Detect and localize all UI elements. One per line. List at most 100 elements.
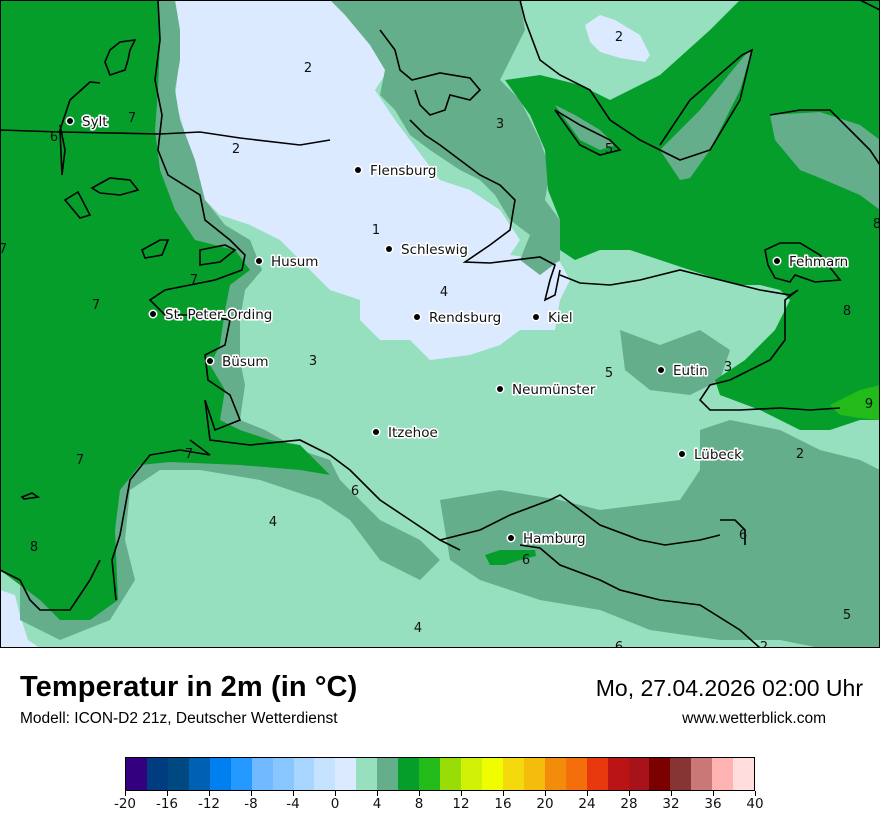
city-sylt: Sylt [65, 112, 109, 132]
region-4-6-danish-island [770, 112, 880, 210]
contour-label: 6 [351, 484, 359, 499]
colorbar-segment [272, 758, 294, 790]
colorbar-tick [460, 791, 462, 796]
contour-label: 7 [185, 447, 193, 462]
colorbar-segment [523, 758, 545, 790]
region-6-8-hamburg [485, 550, 536, 565]
colorbar-tick [124, 791, 126, 796]
region-8-10-east [830, 385, 880, 420]
city-hamburg: Hamburg [506, 529, 587, 549]
city-label: Itzehoe [388, 425, 438, 441]
city-kiel: Kiel [531, 308, 574, 328]
colorbar-tick-label: 32 [662, 796, 680, 812]
city-neumünster: Neumünster [495, 380, 597, 400]
colorbar-tick-label: 8 [414, 796, 424, 812]
city-lübeck: Lübeck [677, 445, 744, 465]
colorbar-tick-label: 0 [330, 796, 340, 812]
city-label: Rendsburg [429, 310, 501, 326]
forecast-datetime: Mo, 27.04.2026 02:00 Uhr [595, 675, 863, 701]
city-label: St. Peter-Ording [165, 307, 272, 323]
city-husum: Husum [254, 252, 320, 272]
city-label: Neumünster [512, 382, 596, 398]
region-6-8-northsea [0, 0, 330, 620]
colorbar-tick-label: 16 [494, 796, 512, 812]
city-label: Hamburg [523, 531, 586, 547]
city-label: Husum [271, 254, 318, 270]
contour-label: 3 [496, 117, 504, 132]
colorbar-segment [188, 758, 210, 790]
city-eutin: Eutin [656, 361, 709, 381]
contour-label: 6 [739, 528, 747, 543]
contour-label: 6 [615, 640, 623, 648]
city-büsum: Büsum [205, 352, 270, 372]
contour-label: 8 [873, 217, 880, 232]
chart-title: Temperatur in 2m (in °C) [20, 671, 358, 703]
colorbar-segment [209, 758, 231, 790]
colorbar-tick-label: 12 [452, 796, 470, 812]
colorbar-tick [208, 791, 210, 796]
contour-label: 2 [615, 30, 623, 45]
contour-label: 2 [232, 142, 240, 157]
colorbar-ticks: -20 -16 -12 -8 -4 0 4 8 12 16 20 24 28 32 36 40 [114, 791, 764, 821]
region-4-6-southeast [440, 420, 880, 648]
colorbar-tick [502, 791, 504, 796]
colorbar-tick-label: -16 [155, 796, 179, 812]
city-label: Fehmarn [789, 254, 848, 270]
colorbar-segment [251, 758, 273, 790]
contour-label: 7 [128, 111, 136, 126]
colorbar-segment [293, 758, 315, 790]
colorbar-segment [733, 758, 755, 790]
colorbar-tick-label: -4 [286, 796, 300, 812]
colorbar-tick-label: 20 [536, 796, 554, 812]
contour-label: 7 [0, 242, 7, 257]
colorbar-segment [691, 758, 713, 790]
contour-label: 6 [522, 553, 530, 568]
colorbar-tick [334, 791, 336, 796]
colorbar-segment [565, 758, 587, 790]
temperature-colorbar [125, 757, 755, 791]
contour-label: 7 [92, 298, 100, 313]
colorbar-tick-label: 40 [746, 796, 764, 812]
colorbar-tick [418, 791, 420, 796]
colorbar-tick-label: -20 [113, 796, 137, 812]
contour-label: 7 [190, 273, 198, 288]
region-4-6-peninsula [660, 50, 752, 180]
colorbar-segment [461, 758, 482, 790]
contour-label: 2 [304, 61, 312, 76]
colorbar-tick [544, 791, 546, 796]
colorbar-segment [712, 758, 734, 790]
colorbar-segment [440, 758, 461, 790]
colorbar-tick-label: -12 [197, 796, 221, 812]
city-schleswig: Schleswig [384, 240, 470, 260]
contour-label: 9 [865, 397, 873, 412]
colorbar-tick-label: 36 [704, 796, 722, 812]
contour-label: 3 [309, 354, 317, 369]
contour-label: 2 [760, 640, 768, 648]
contour-label: 8 [843, 304, 851, 319]
colorbar-segment [377, 758, 399, 790]
colorbar-tick-label: 24 [578, 796, 596, 812]
contour-label: 4 [414, 621, 422, 636]
contour-labels: 2 2 7 6 2 3 5 1 7 8 7 4 7 8 3 5 3 9 7 7 2 6 4 6 8 6 5 4 6 2 [0, 30, 880, 648]
region-6-8-baltic [505, 0, 880, 430]
colorbar-tick [712, 791, 714, 796]
colorbar-segment [398, 758, 420, 790]
contour-label: 8 [30, 540, 38, 555]
colorbar-segment [544, 758, 566, 790]
region-4-6-north [330, 0, 560, 275]
colorbar-tick [628, 791, 630, 796]
colorbar-tick-label: -8 [244, 796, 258, 812]
website-link[interactable]: www.wetterblick.com [682, 710, 826, 727]
colorbar-segment [628, 758, 650, 790]
colorbar-tick [670, 791, 672, 796]
colorbar-segment [146, 758, 168, 790]
coastlines [0, 0, 880, 648]
colorbar-segment [607, 758, 629, 790]
model-info: Modell: ICON-D2 21z, Deutscher Wetterdie… [20, 710, 338, 727]
region-4-6-east-patch [620, 330, 730, 395]
city-st-peter-ording: St. Peter-Ording [148, 305, 274, 325]
city-label: Eutin [673, 363, 708, 379]
colorbar-segment [126, 758, 147, 790]
colorbar-segment [230, 758, 252, 790]
city-label: Kiel [548, 310, 573, 326]
